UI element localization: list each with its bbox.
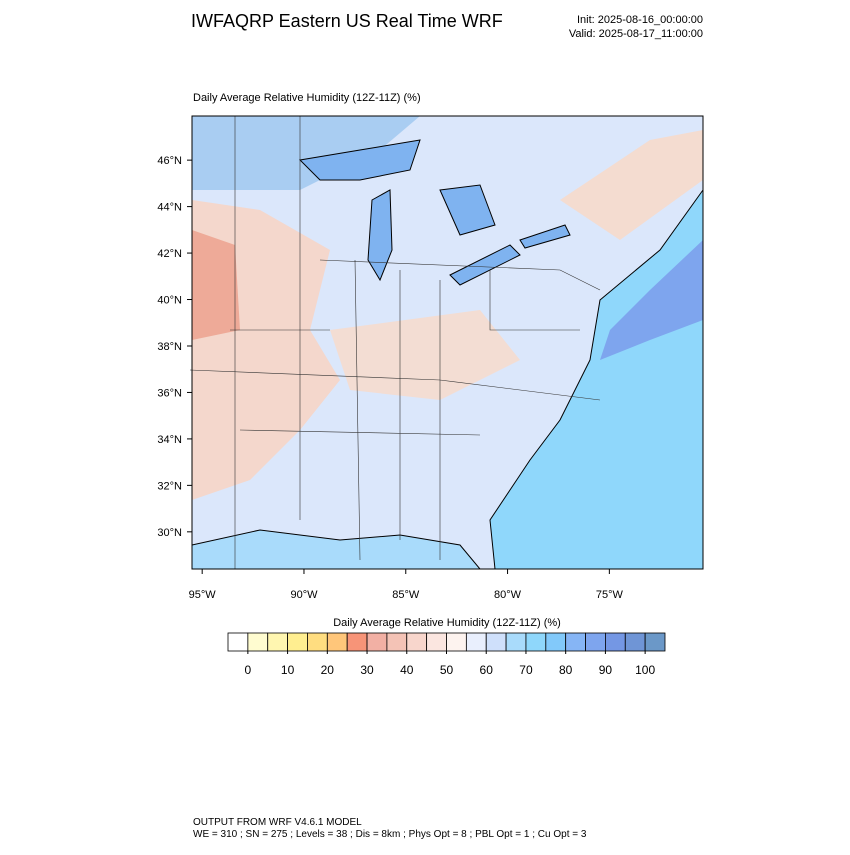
dry-northeast (560, 130, 703, 240)
colorbar-tick-label: 80 (559, 663, 573, 677)
colorbar-tick-label: 10 (281, 663, 295, 677)
map (189, 115, 704, 570)
colorbar-box (366, 632, 388, 652)
y-tick-label: 32°N (157, 480, 182, 492)
x-tick-label: 90°W (290, 589, 318, 601)
colorbar-box (585, 632, 606, 652)
x-tick-label: 75°W (596, 589, 624, 601)
colorbar-tick-label: 50 (440, 663, 454, 677)
colorbar-tick-label: 0 (245, 663, 252, 677)
colorbar-box (227, 632, 249, 652)
lake-ontario (519, 224, 571, 249)
lake-michigan (367, 189, 393, 282)
lake-erie (449, 244, 521, 286)
state-borders (189, 116, 601, 569)
x-tick-label: 95°W (189, 589, 217, 601)
colorbar-title: Daily Average Relative Humidity (12Z-11Z… (333, 617, 561, 629)
ocean-humid (600, 240, 703, 360)
map-title: Daily Average Relative Humidity (12Z-11Z… (193, 92, 421, 104)
colorbar-tick-label: 100 (635, 663, 655, 677)
y-tick-label: 38°N (157, 341, 182, 353)
y-tick-label: 42°N (157, 248, 182, 260)
x-tick-label: 80°W (494, 589, 522, 601)
humid-north (192, 116, 420, 190)
y-tick-label: 36°N (157, 387, 182, 399)
footer-line: WE = 310 ; SN = 275 ; Levels = 38 ; Dis … (193, 829, 587, 840)
colorbar-tick-label: 40 (400, 663, 414, 677)
colorbar-box (386, 632, 408, 652)
colorbar-box (346, 632, 368, 652)
colorbar-box (247, 632, 269, 652)
colorbar-box (485, 632, 507, 652)
colorbar-box (267, 632, 288, 652)
colorbar-tick-label: 70 (519, 663, 533, 677)
colorbar-box (644, 632, 666, 652)
colorbar-box (505, 632, 527, 652)
colorbar-tick-label: 30 (360, 663, 374, 677)
footer-line: OUTPUT FROM WRF V4.6.1 MODEL (193, 817, 362, 828)
lake-superior (298, 139, 421, 181)
colorbar-box (307, 632, 328, 652)
colorbar-box (426, 632, 447, 652)
colorbar-box (446, 632, 467, 652)
colorbar-tick-label: 90 (599, 663, 613, 677)
y-tick-label: 40°N (157, 295, 182, 307)
colorbar-box (605, 632, 626, 652)
map-frame (191, 115, 704, 570)
title: IWFAQRP Eastern US Real Time WRF (191, 11, 503, 31)
colorbar-tick-label: 20 (321, 663, 335, 677)
lake-huron (439, 184, 496, 236)
colorbar-box (565, 632, 586, 652)
dry-core (192, 230, 240, 340)
colorbar-tick-label: 60 (480, 663, 494, 677)
colorbar-box (624, 632, 646, 652)
colorbar-box (406, 632, 428, 652)
colorbar-box (545, 632, 567, 652)
init-time: Init: 2025-08-16_00:00:00 (577, 14, 703, 26)
colorbar-box (465, 632, 487, 652)
colorbar-box (525, 632, 547, 652)
y-tick-label: 34°N (157, 434, 182, 446)
y-tick-label: 44°N (157, 202, 182, 214)
y-tick-label: 30°N (157, 527, 182, 539)
colorbar-box (287, 632, 308, 652)
x-tick-label: 85°W (392, 589, 420, 601)
colorbar-box (326, 632, 348, 652)
y-tick-label: 46°N (157, 155, 182, 167)
valid-time: Valid: 2025-08-17_11:00:00 (569, 28, 703, 40)
